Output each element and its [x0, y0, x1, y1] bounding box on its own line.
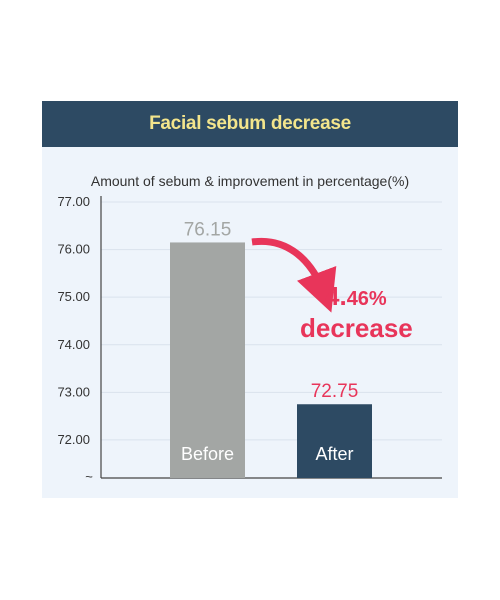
- decrease-percent-label: 4.46%: [325, 281, 387, 311]
- y-tick-label: 72.00: [57, 432, 90, 447]
- y-tick-label: 74.00: [57, 337, 90, 352]
- bar-after: [297, 404, 372, 478]
- decrease-text: decrease: [300, 313, 413, 343]
- chart-header: Facial sebum decrease: [42, 101, 458, 147]
- bar-chart: ~ 77.00 76.00 75.00 74.00 73.00 72.00 Before 7…: [57, 194, 442, 484]
- y-tick-label: 75.00: [57, 289, 90, 304]
- chart-subtitle: Amount of sebum & improvement in percent…: [90, 173, 410, 189]
- decrease-number: 4.: [325, 281, 347, 311]
- bar-before: [170, 242, 245, 478]
- chart-title: Facial sebum decrease: [149, 113, 351, 134]
- decrease-arrow: [251, 237, 337, 313]
- y-tick-label: 76.00: [57, 242, 90, 257]
- bar-value-label: 72.75: [311, 381, 359, 402]
- bar-value-label: 76.15: [184, 219, 232, 240]
- y-tick-label: 73.00: [57, 384, 90, 399]
- bar-category-label: After: [315, 444, 353, 464]
- axis-break-symbol: ~: [85, 469, 93, 484]
- bar-category-label: Before: [181, 444, 234, 464]
- decrease-percent: 46%: [347, 288, 387, 310]
- chart-card: Facial sebum decrease Amount of sebum & …: [42, 101, 458, 498]
- y-tick-label: 77.00: [57, 194, 90, 209]
